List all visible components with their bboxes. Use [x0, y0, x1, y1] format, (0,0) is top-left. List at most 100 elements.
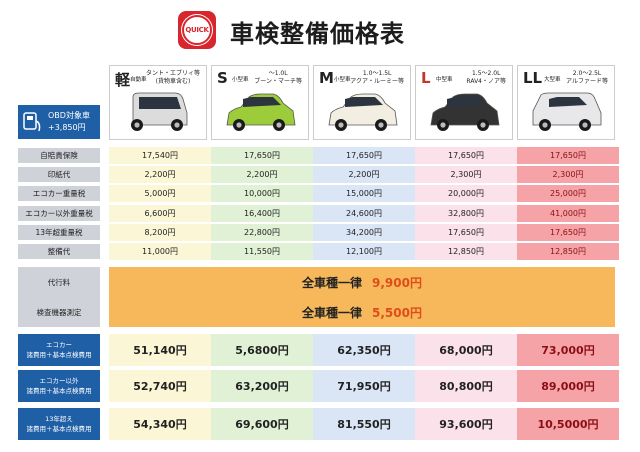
- fee-cell: 24,600円: [313, 204, 415, 222]
- total-cell: 81,550円: [313, 408, 415, 440]
- class-letter: S: [217, 69, 228, 87]
- total-label-line: 諸費用＋基本点検費用: [26, 425, 92, 433]
- fee-cell: 2,300円: [415, 166, 517, 184]
- total-row-label: エコカー以外諸費用＋基本点検費用: [18, 370, 100, 402]
- quick-logo: QUICK: [178, 11, 216, 49]
- class-size: 大型車: [544, 77, 561, 83]
- fee-row-label: 13年超重量税: [18, 224, 100, 240]
- fee-cell: 12,850円: [517, 243, 619, 260]
- flat-fee-label: 検査機器測定: [18, 297, 100, 327]
- logo-badge-icon: QUICK: [182, 15, 212, 45]
- class-letter: 軽: [115, 71, 131, 89]
- fee-cell: 11,550円: [211, 243, 313, 260]
- total-cell: 71,950円: [313, 370, 415, 402]
- fee-cell: 12,850円: [415, 243, 517, 260]
- fee-cell: 17,650円: [313, 147, 415, 164]
- car-icon: [532, 92, 602, 131]
- fee-cell: 11,000円: [109, 243, 211, 260]
- total-cell: 89,000円: [517, 370, 619, 402]
- fee-cell: 22,800円: [211, 223, 313, 241]
- total-cell: 5,6800円: [211, 334, 313, 366]
- obd-notice: OBD対象車 +3,850円: [18, 105, 100, 139]
- fee-cell: 6,600円: [109, 204, 211, 222]
- flat-fee-text: 全車種一律: [302, 275, 363, 290]
- class-models: 〜1.0L ブーン・マーチ等: [254, 70, 302, 86]
- vehicle-class-header: LL 大型車 2.0〜2.5L アルファード等: [517, 65, 615, 140]
- total-cell: 68,000円: [415, 334, 517, 366]
- total-row-label: 13年超え諸費用＋基本点検費用: [18, 408, 100, 440]
- car-icon: [226, 93, 296, 131]
- total-label-line: 諸費用＋基本点検費用: [26, 387, 92, 395]
- model-line: 1.5〜2.0L: [471, 70, 501, 77]
- class-size: 中型車: [436, 77, 453, 83]
- total-cell: 80,800円: [415, 370, 517, 402]
- class-size: 小型車: [232, 77, 249, 83]
- fee-row-label: エコカー重量税: [18, 186, 100, 202]
- fee-cell: 20,000円: [415, 185, 517, 203]
- class-models: 2.0〜2.5L アルファード等: [566, 70, 608, 86]
- class-letter: L: [421, 69, 431, 87]
- total-label-text: エコカー以外諸費用＋基本点検費用: [27, 376, 92, 396]
- model-line: 2.0〜2.5L: [572, 70, 602, 77]
- total-label-line: エコカー以外: [39, 377, 79, 385]
- fee-cell: 2,200円: [211, 166, 313, 184]
- class-models: タント・エブリィ等 (貨物車含む): [146, 70, 200, 86]
- car-icon: [131, 92, 188, 131]
- total-cell: 54,340円: [109, 408, 211, 440]
- obd-line2: +3,850円: [48, 123, 86, 132]
- fee-cell: 15,000円: [313, 185, 415, 203]
- total-cell: 10,5000円: [517, 408, 619, 440]
- model-line: タント・エブリィ等: [145, 70, 200, 77]
- class-size: 自動車: [130, 77, 147, 83]
- fee-cell: 2,200円: [313, 166, 415, 184]
- fee-cell: 17,650円: [517, 223, 619, 241]
- fee-cell: 32,800円: [415, 204, 517, 222]
- flat-fee-bar: 全車種一律 5,500円: [109, 297, 615, 327]
- logo-text: QUICK: [185, 26, 209, 34]
- obd-text: OBD対象車 +3,850円: [48, 110, 90, 134]
- flat-fee-label: 代行料: [18, 267, 100, 297]
- fee-cell: 2,300円: [517, 166, 619, 184]
- flat-fee-price: 5,500円: [372, 305, 422, 320]
- fee-cell: 34,200円: [313, 223, 415, 241]
- total-cell: 62,350円: [313, 334, 415, 366]
- fee-cell: 16,400円: [211, 204, 313, 222]
- model-line: 1.0〜1.5L: [362, 70, 392, 77]
- car-icon: [430, 93, 500, 131]
- obd-scanner-icon: [23, 112, 41, 132]
- fee-cell: 10,000円: [211, 185, 313, 203]
- flat-fee-bar: 全車種一律 9,900円: [109, 267, 615, 297]
- fee-cell: 17,650円: [517, 147, 619, 164]
- vehicle-class-header: S 小型車 〜1.0L ブーン・マーチ等: [211, 65, 309, 140]
- class-models: 1.5〜2.0L RAV4・ノア等: [466, 70, 506, 86]
- total-label-line: 諸費用＋基本点検費用: [26, 351, 92, 359]
- fee-row-label: 自賠責保険: [18, 148, 100, 163]
- fee-cell: 41,000円: [517, 204, 619, 222]
- total-label-text: 13年超え諸費用＋基本点検費用: [27, 414, 92, 434]
- model-line: アルファード等: [566, 78, 608, 85]
- fee-cell: 17,540円: [109, 147, 211, 164]
- flat-fee-text: 全車種一律: [302, 305, 363, 320]
- model-line: (貨物車含む): [155, 78, 191, 85]
- model-line: ブーン・マーチ等: [254, 78, 302, 85]
- fee-row-label: 整備代: [18, 244, 100, 259]
- fee-cell: 17,650円: [415, 147, 517, 164]
- total-cell: 93,600円: [415, 408, 517, 440]
- vehicle-class-header: L 中型車 1.5〜2.0L RAV4・ノア等: [415, 65, 513, 140]
- fee-cell: 17,650円: [211, 147, 313, 164]
- total-row-label: エコカー 諸費用＋基本点検費用: [18, 334, 100, 366]
- fee-cell: 5,000円: [109, 185, 211, 203]
- total-cell: 73,000円: [517, 334, 619, 366]
- total-cell: 51,140円: [109, 334, 211, 366]
- fee-cell: 12,100円: [313, 243, 415, 260]
- fee-cell: 25,000円: [517, 185, 619, 203]
- fee-row-label: 印紙代: [18, 167, 100, 183]
- total-cell: 52,740円: [109, 370, 211, 402]
- obd-line1: OBD対象車: [48, 111, 90, 120]
- total-label-line: 13年超え: [45, 415, 73, 423]
- class-size: 小型車: [334, 77, 351, 83]
- total-cell: 63,200円: [211, 370, 313, 402]
- vehicle-class-header: 軽自動車 タント・エブリィ等 (貨物車含む): [109, 65, 207, 140]
- class-letter: LL: [523, 69, 543, 87]
- model-line: RAV4・ノア等: [466, 78, 506, 85]
